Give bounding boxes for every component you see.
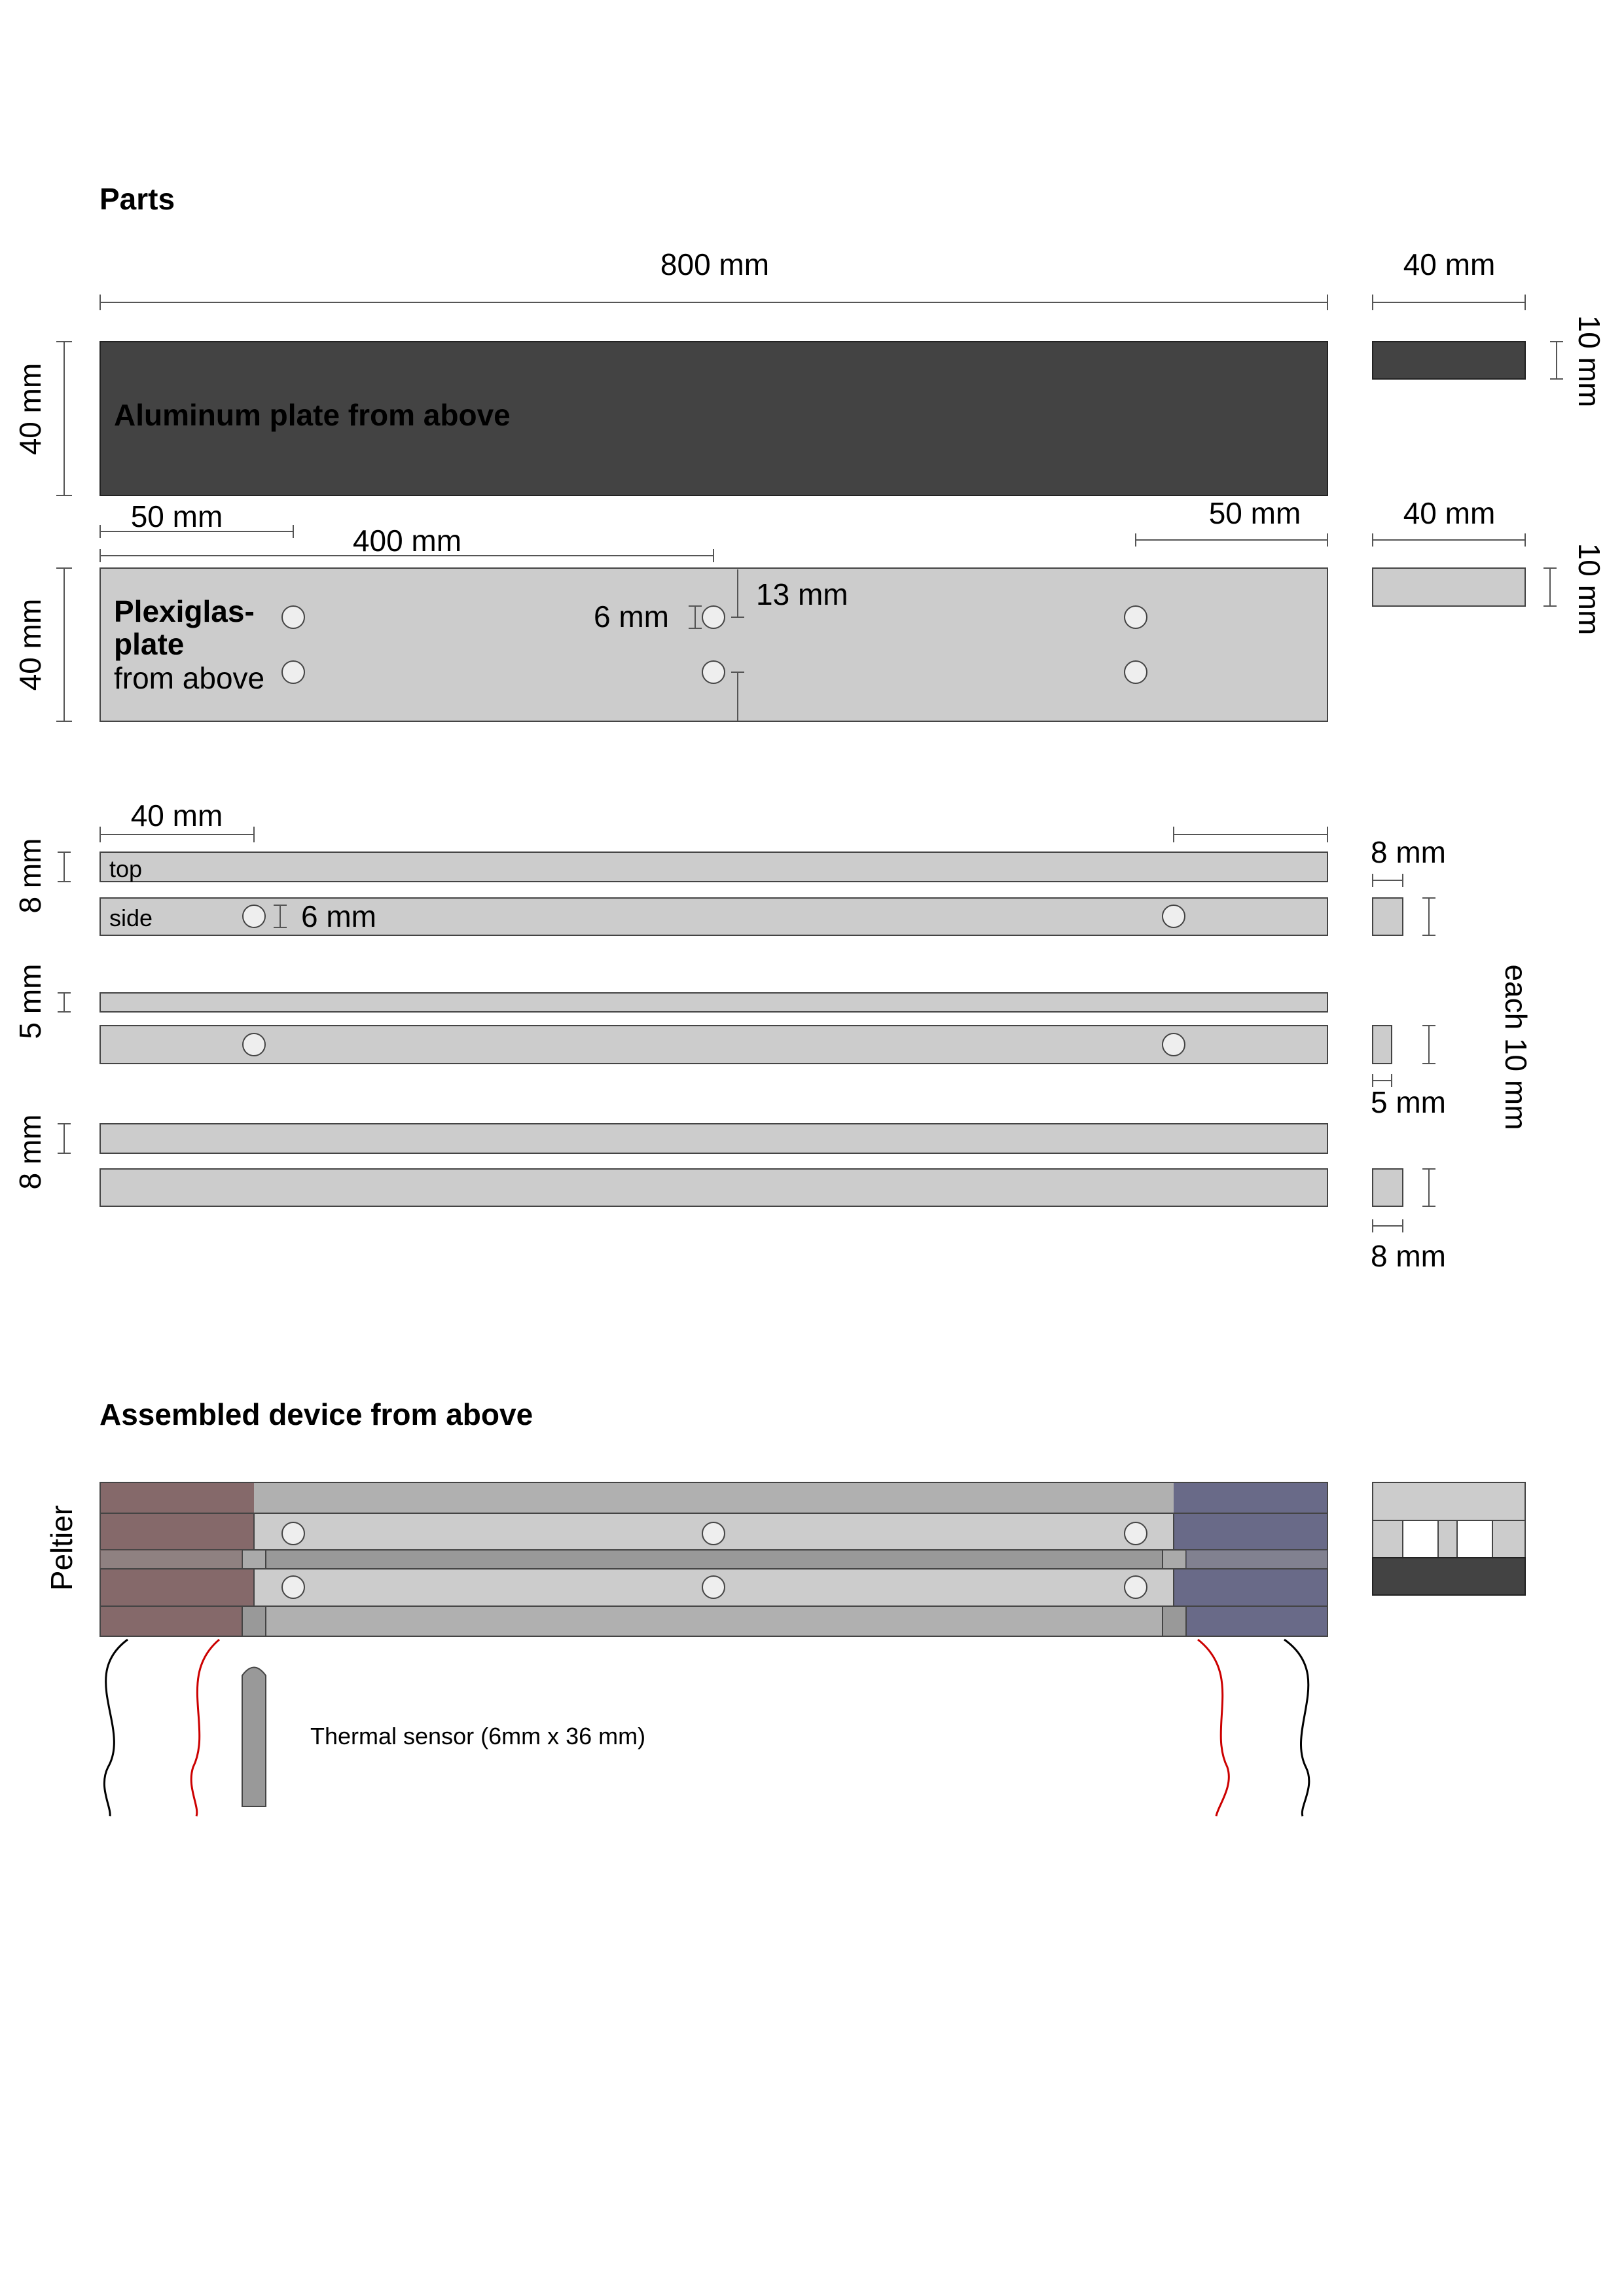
plexi-width-label: 40 mm (13, 599, 47, 691)
aluminum-thickness-label: 10 mm (1572, 315, 1606, 408)
strip-cross2-label: 5 mm (1371, 1085, 1446, 1119)
plexi-thickness-label: 10 mm (1572, 543, 1606, 636)
plexi-hole (702, 605, 725, 629)
assembled-cross-top (1372, 1482, 1526, 1521)
thermal-sensor-label: Thermal sensor (6mm x 36 mm) (310, 1723, 645, 1749)
plexi-hole (281, 605, 305, 629)
assembled-strip-inner (1162, 1605, 1187, 1637)
thermal-sensor-probe (242, 1666, 266, 1807)
assembled-hole (702, 1522, 725, 1545)
strip-side-3 (99, 1168, 1328, 1207)
aluminum-cross-width-label: 40 mm (1403, 247, 1496, 281)
assembled-cross-middle (1372, 1520, 1526, 1558)
strip-hole (1162, 905, 1185, 928)
strip-side-1 (99, 897, 1328, 936)
strip-group3-label: 8 mm (13, 1115, 47, 1190)
strip-top-3 (99, 1123, 1328, 1154)
strips-section: 40 mm 8 mm top side 6 mm 8 mm (13, 798, 1533, 1273)
plexi-title-line3: from above (114, 661, 264, 695)
assembled-cross-gap (1456, 1520, 1493, 1558)
plexi-title-line2: plate (114, 627, 184, 661)
wires (103, 1638, 1310, 1817)
assembled-strip-inner (242, 1549, 266, 1570)
assembled-hole (1124, 1522, 1147, 1545)
strip-cross3-label: 8 mm (1371, 1239, 1446, 1273)
strip-hole (242, 905, 266, 928)
thermal-sensor: Thermal sensor (6mm x 36 mm) (242, 1666, 645, 1807)
plexi-offset-right-label: 50 mm (1209, 496, 1301, 530)
strip-each-label: each 10 mm (1499, 964, 1533, 1130)
plexi-cross-width-label: 40 mm (1403, 496, 1496, 530)
peltier-warm-overlay (100, 1550, 242, 1569)
plexi-hole (702, 660, 725, 684)
strip-group1-label: 8 mm (13, 838, 47, 914)
plexi-hole (281, 660, 305, 684)
strip-group2-label: 5 mm (13, 964, 47, 1039)
assembled-hole (702, 1575, 725, 1599)
plexiglas-plate (99, 567, 1328, 722)
plexiglas-plate-section: 50 mm 400 mm 50 mm 40 mm Plexiglas- plat… (13, 496, 1606, 722)
strip-side-label: side (109, 905, 153, 931)
assembled-device: Peltier (45, 1482, 1526, 1637)
assembled-cross-bottom (1372, 1557, 1526, 1596)
peltier-cold-overlay (1186, 1550, 1327, 1569)
strip-hole (1162, 1033, 1185, 1056)
assembled-cross-gap (1402, 1520, 1439, 1558)
plexi-hole-label: 6 mm (594, 600, 669, 634)
wire-black-right (1284, 1638, 1310, 1817)
parts-heading: Parts (99, 182, 175, 216)
peltier-label: Peltier (45, 1505, 79, 1590)
aluminum-cross-section (1372, 341, 1526, 380)
strip-top-2 (99, 992, 1328, 1013)
aluminum-plate (99, 341, 1328, 496)
assembled-heading: Assembled device from above (99, 1397, 533, 1431)
assembled-strip (99, 1549, 1328, 1570)
plexi-title-line1: Plexiglas- (114, 594, 255, 628)
plexi-offset-center-label: 400 mm (353, 524, 461, 558)
strip-hole (242, 1033, 266, 1056)
plexi-offset-left-label: 50 mm (131, 499, 223, 533)
strip-cross-section-3 (1372, 1168, 1403, 1207)
wire-red-left (190, 1638, 220, 1817)
strip-top-label: top (109, 855, 142, 882)
wire-red-right (1197, 1638, 1230, 1817)
aluminum-plate-title: Aluminum plate from above (114, 398, 511, 432)
assembled-hole (1124, 1575, 1147, 1599)
aluminum-plate-section: 800 mm 40 mm Aluminum plate from above 4… (13, 247, 1606, 496)
strip-cross-section-2 (1372, 1025, 1392, 1064)
strip-cross1-label: 8 mm (1371, 835, 1446, 869)
assembled-strip-inner (242, 1605, 266, 1637)
strip-top-1 (99, 852, 1328, 882)
assembled-strip (99, 1605, 1328, 1637)
strip-offset-label: 40 mm (131, 798, 223, 833)
strip-hole-label: 6 mm (301, 899, 376, 933)
plexi-cross-section (1372, 567, 1526, 607)
strip-cross-section-1 (1372, 897, 1403, 936)
aluminum-length-label: 800 mm (660, 247, 769, 281)
strip-side-2 (99, 1025, 1328, 1064)
assembled-strip-inner (1162, 1549, 1187, 1570)
wire-black-left (103, 1638, 128, 1817)
plexi-hole (1124, 660, 1147, 684)
plexi-hole (1124, 605, 1147, 629)
assembled-hole (281, 1522, 305, 1545)
assembled-hole (281, 1575, 305, 1599)
aluminum-width-label: 40 mm (13, 363, 47, 456)
plexi-hole-spacing-label: 13 mm (756, 577, 848, 611)
